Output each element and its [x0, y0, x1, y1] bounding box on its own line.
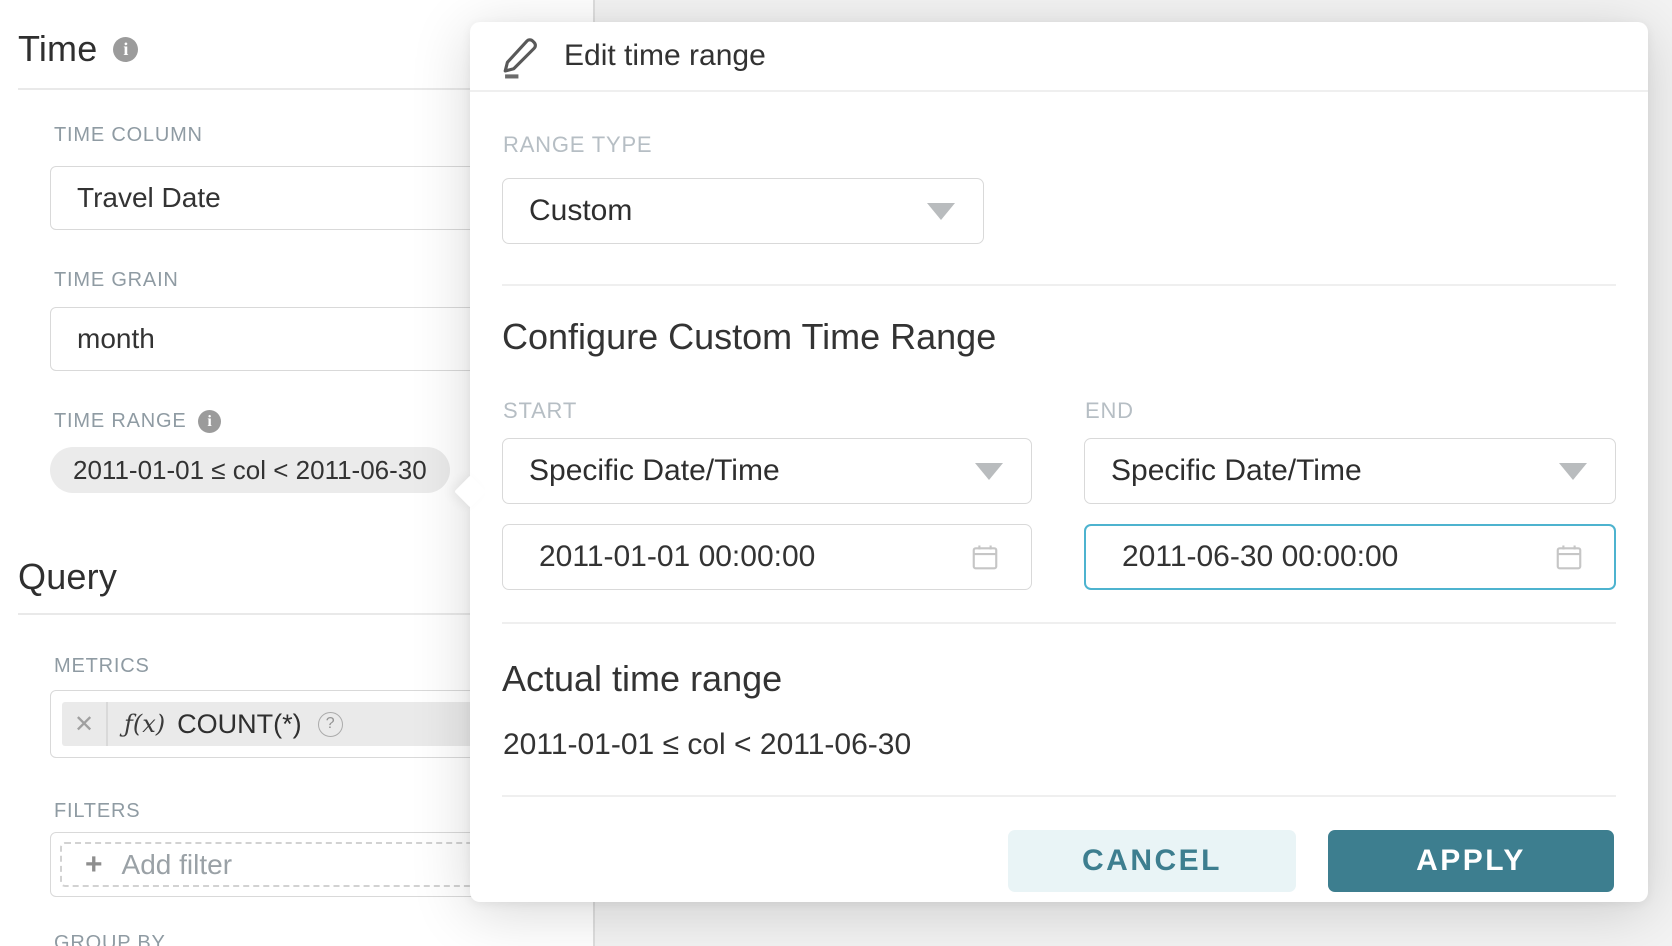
add-filter-label: Add filter	[121, 848, 233, 880]
time-column-label: TIME COLUMN	[54, 124, 203, 146]
time-section-heading: Time i	[18, 28, 139, 70]
apply-button[interactable]: APPLY	[1328, 830, 1614, 892]
range-type-select[interactable]: Custom	[502, 178, 984, 244]
time-range-pill-value: 2011-01-01 ≤ col < 2011-06-30	[73, 454, 427, 485]
remove-metric-icon[interactable]: ✕	[62, 702, 108, 746]
time-column-value: Travel Date	[77, 182, 221, 213]
time-range-label-row: TIME RANGE i	[54, 410, 222, 433]
divider	[470, 90, 1648, 92]
info-icon[interactable]: i	[198, 410, 222, 433]
time-section-title: Time	[18, 28, 98, 69]
end-mode-select[interactable]: Specific Date/Time	[1084, 438, 1616, 504]
start-date-input[interactable]	[502, 524, 1032, 590]
query-section-title: Query	[18, 556, 118, 597]
time-range-pill[interactable]: 2011-01-01 ≤ col < 2011-06-30	[50, 447, 450, 493]
end-mode-value: Specific Date/Time	[1111, 454, 1362, 487]
start-mode-value: Specific Date/Time	[529, 454, 780, 487]
divider	[18, 613, 584, 615]
time-grain-label: TIME GRAIN	[54, 269, 179, 291]
chevron-down-icon	[975, 463, 1003, 480]
time-grain-value: month	[77, 323, 155, 354]
divider	[502, 284, 1616, 286]
range-type-label: RANGE TYPE	[503, 132, 653, 157]
configure-heading: Configure Custom Time Range	[502, 316, 997, 357]
start-label: START	[503, 398, 578, 423]
help-icon[interactable]: ?	[317, 711, 343, 737]
metrics-label: METRICS	[54, 655, 150, 677]
metric-name: COUNT(*)	[177, 708, 302, 739]
divider	[502, 795, 1616, 797]
actual-time-range-value: 2011-01-01 ≤ col < 2011-06-30	[503, 728, 912, 761]
calendar-icon[interactable]	[970, 542, 1000, 572]
function-icon: ƒ(x)	[124, 710, 166, 738]
time-range-label: TIME RANGE	[54, 410, 187, 432]
filters-label: FILTERS	[54, 800, 141, 822]
plus-icon: +	[85, 847, 103, 881]
divider	[18, 88, 584, 90]
modal-title: Edit time range	[564, 39, 766, 72]
end-date-field	[1084, 524, 1616, 590]
actual-time-range-heading: Actual time range	[502, 658, 783, 699]
edit-time-range-popover: Edit time range RANGE TYPE Custom Config…	[454, 22, 1648, 902]
calendar-icon[interactable]	[1554, 542, 1584, 572]
group-by-label: GROUP BY	[54, 932, 166, 946]
edit-pencil-icon	[503, 38, 537, 79]
end-label: END	[1085, 398, 1134, 423]
end-date-input[interactable]	[1084, 524, 1616, 590]
cancel-button[interactable]: CANCEL	[1008, 830, 1296, 892]
chevron-down-icon	[1559, 463, 1587, 480]
query-section-heading: Query	[18, 556, 117, 598]
range-type-value: Custom	[529, 194, 633, 227]
start-mode-select[interactable]: Specific Date/Time	[502, 438, 1032, 504]
chevron-down-icon	[927, 203, 955, 220]
add-filter-button[interactable]: + Add filter	[60, 842, 554, 887]
start-date-field	[502, 524, 1032, 590]
divider	[502, 622, 1616, 624]
info-icon[interactable]: i	[113, 36, 139, 62]
modal-header: Edit time range	[470, 22, 1648, 90]
